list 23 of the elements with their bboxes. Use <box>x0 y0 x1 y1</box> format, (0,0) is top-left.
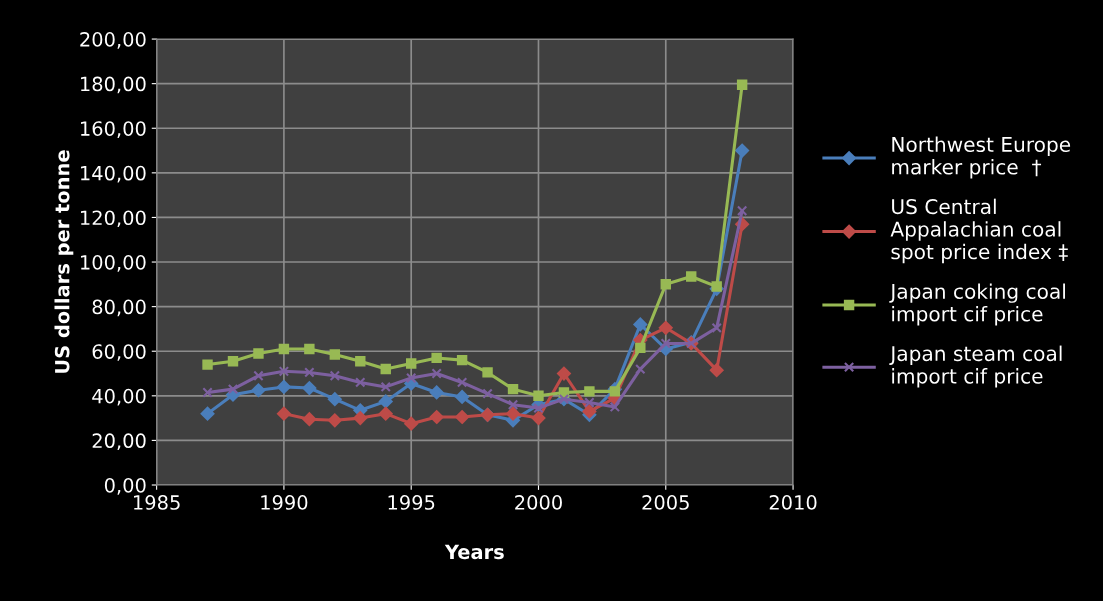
x-tick-label: 2005 <box>642 495 689 510</box>
y-tick-label: 20,00 <box>92 433 146 451</box>
y-tick-label: 100,00 <box>81 254 146 272</box>
x-tick-label: 1990 <box>261 495 308 510</box>
legend-label: Northwest Europe marker price † <box>892 136 1071 179</box>
y-tick-label: 80,00 <box>92 299 146 317</box>
y-tick-label: 140,00 <box>81 165 146 183</box>
y-tick-label: 0,00 <box>104 477 146 495</box>
legend-label: Japan coking coal import cif price <box>889 283 1065 326</box>
y-tick-label: 180,00 <box>81 76 146 94</box>
legend-label: Japan steam coal import cif price <box>889 345 1062 388</box>
y-tick-label: 200,00 <box>80 32 146 49</box>
x-tick-label: 1985 <box>134 495 180 510</box>
x-axis-title: Years <box>444 544 504 560</box>
y-tick-label: 120,00 <box>81 210 146 228</box>
legend-label: US Central Appalachian coal spot price index ‡ <box>890 198 1068 264</box>
x-tick-label: 2000 <box>515 495 562 510</box>
y-tick-label: 160,00 <box>81 121 146 138</box>
y-tick-label: 60,00 <box>92 344 146 361</box>
x-tick-label: 2010 <box>769 495 817 510</box>
y-tick-label: 40,00 <box>92 388 146 406</box>
y-axis-title: US dollars per tonne <box>54 150 74 373</box>
x-tick-label: 1995 <box>388 495 435 510</box>
